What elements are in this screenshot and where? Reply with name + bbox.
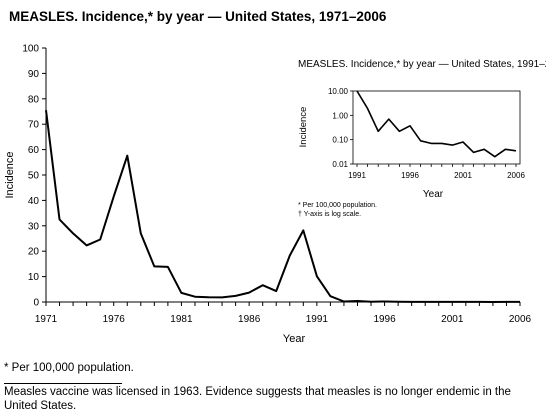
inset-y-tick-label: 0.10 (332, 136, 348, 145)
chart-title: MEASLES. Incidence,* by year — United St… (9, 9, 387, 24)
y-tick-label: 70 (28, 120, 40, 131)
x-axis-label: Year (283, 333, 306, 345)
y-axis-label: Incidence (4, 151, 16, 198)
inset-x-tick-label: 1991 (348, 171, 366, 180)
inset-y-tick-label: 0.01 (332, 160, 348, 169)
inset-x-tick-label: 2006 (507, 171, 525, 180)
y-tick-label: 10 (28, 272, 40, 283)
inset-x-axis-label: Year (423, 189, 444, 200)
y-tick-label: 30 (28, 221, 40, 232)
chart-area: Incidence Year MEASLES. Incidence,* by y… (4, 44, 546, 346)
y-tick-label: 100 (22, 44, 39, 55)
y-tick-label: 90 (28, 69, 40, 80)
y-tick-label: 40 (28, 196, 40, 207)
inset-y-tick-label: 1.00 (332, 111, 348, 120)
x-tick-label: 1986 (238, 314, 261, 325)
footnote-divider (4, 383, 122, 384)
inset-note-per-population: * Per 100,000 population. (298, 202, 377, 209)
x-tick-label: 1971 (35, 314, 58, 325)
y-tick-label: 20 (28, 247, 40, 258)
inset-y-axis-label: Incidence (298, 107, 309, 148)
x-tick-label: 1981 (170, 314, 193, 325)
y-tick-label: 50 (28, 171, 40, 182)
y-tick-label: 80 (28, 94, 40, 105)
y-tick-label: 60 (28, 145, 40, 156)
inset-series-line-incidence (356, 90, 517, 158)
inset-chart: MEASLES. Incidence,* by year — United St… (298, 59, 546, 218)
x-tick-label: 1991 (306, 314, 329, 325)
series-line-incidence (45, 110, 520, 303)
inset-note-log-scale: † Y-axis is log scale. (298, 211, 361, 218)
footer-text: Measles vaccine was licensed in 1963. Ev… (4, 386, 511, 412)
x-tick-label: 2001 (441, 314, 464, 325)
y-tick-label: 0 (33, 298, 39, 309)
inset-x-tick-label: 1996 (401, 171, 419, 180)
inset-y-tick-label: 10.00 (328, 87, 349, 96)
inset-title: MEASLES. Incidence,* by year — United St… (298, 59, 546, 70)
footnote: * Per 100,000 population. (4, 362, 134, 374)
x-tick-label: 1976 (103, 314, 126, 325)
inset-plot-frame (352, 90, 521, 165)
x-tick-label: 2006 (509, 314, 532, 325)
inset-x-tick-label: 2001 (454, 171, 472, 180)
x-tick-label: 1996 (373, 314, 396, 325)
